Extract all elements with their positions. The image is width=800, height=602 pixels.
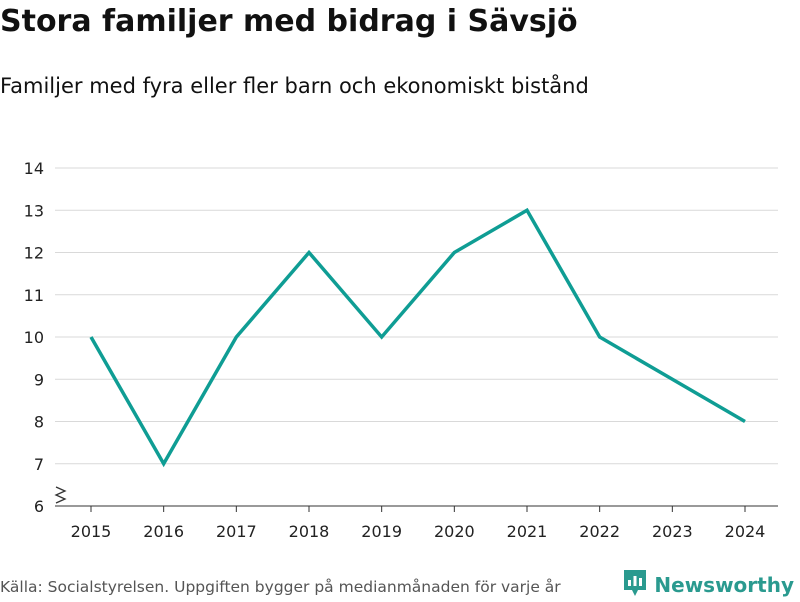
x-tick-label-2019: 2019 [361,522,402,541]
source-note: Källa: Socialstyrelsen. Uppgiften bygger… [0,578,561,596]
y-tick-label-12: 12 [24,244,44,263]
bar-chart-logo-icon [622,568,648,602]
y-tick-label-6: 6 [34,497,44,516]
x-tick-label-2022: 2022 [579,522,620,541]
x-tick-label-2018: 2018 [289,522,330,541]
y-tick-label-8: 8 [34,413,44,432]
x-tick-label-2020: 2020 [434,522,475,541]
x-tick-label-2023: 2023 [652,522,693,541]
y-tick-label-13: 13 [24,201,44,220]
y-tick-label-10: 10 [24,328,44,347]
x-tick-label-2021: 2021 [507,522,548,541]
brand-name: Newsworthy [654,573,794,597]
y-tick-label-7: 7 [34,455,44,474]
x-tick-label-2017: 2017 [216,522,257,541]
newsworthy-brand[interactable]: Newsworthy [622,568,794,602]
x-tick-label-2016: 2016 [143,522,184,541]
x-tick-label-2024: 2024 [725,522,766,541]
y-tick-label-14: 14 [24,159,44,178]
axis-break-icon [56,487,65,503]
y-tick-label-9: 9 [34,370,44,389]
x-tick-label-2015: 2015 [71,522,112,541]
y-tick-label-11: 11 [24,286,44,305]
